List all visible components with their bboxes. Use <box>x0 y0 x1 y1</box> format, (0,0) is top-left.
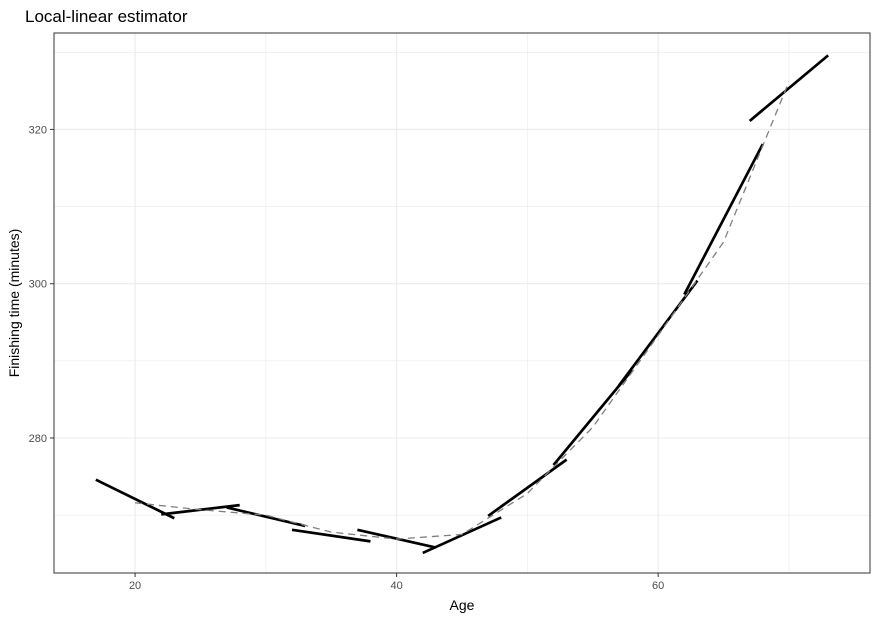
x-axis-label: Age <box>450 597 475 613</box>
local-fit-segment <box>683 143 764 296</box>
y-tick-label: 300 <box>29 279 47 291</box>
grid <box>54 33 870 573</box>
chart-title: Local-linear estimator <box>25 7 188 26</box>
y-axis-label: Finishing time (minutes) <box>6 229 22 378</box>
local-fit-segment <box>226 506 306 528</box>
x-tick-label: 60 <box>652 580 664 592</box>
local-fit-segment <box>552 369 634 466</box>
local-fit-segment <box>748 54 830 122</box>
y-tick-label: 280 <box>29 433 47 445</box>
x-tick-label: 40 <box>390 580 402 592</box>
x-tick-label: 20 <box>129 580 141 592</box>
reference-curve <box>135 81 790 540</box>
axis-ticks: 20 40 60 280 300 320 <box>29 124 665 592</box>
local-fit-segment <box>487 458 568 518</box>
local-fit-segment <box>617 279 699 387</box>
plot-data <box>95 54 830 555</box>
y-tick-label: 320 <box>29 124 47 136</box>
panel-border <box>53 32 871 574</box>
local-fit-segment <box>95 478 175 520</box>
local-fit-segment <box>422 516 502 555</box>
local-fit-segment <box>291 528 371 543</box>
